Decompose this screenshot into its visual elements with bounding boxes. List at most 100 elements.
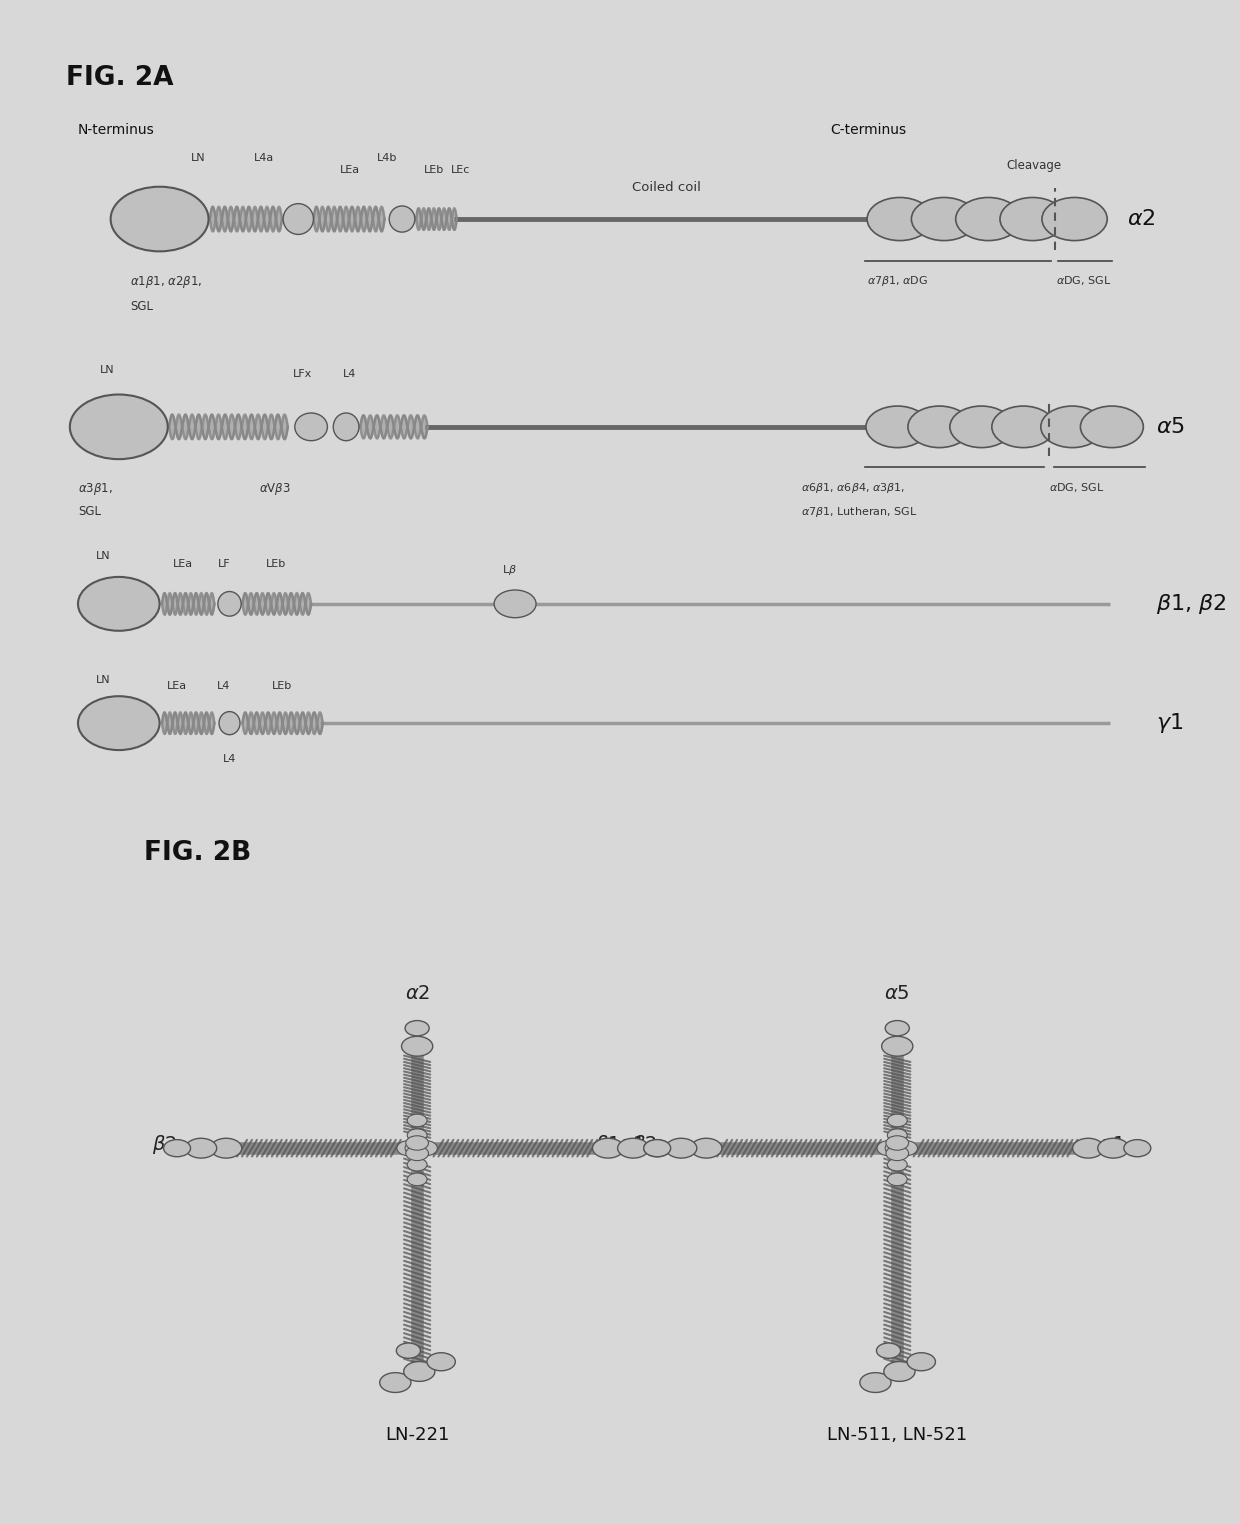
Circle shape — [859, 1373, 892, 1393]
Text: $\alpha$7$\beta$1, $\alpha$DG: $\alpha$7$\beta$1, $\alpha$DG — [867, 274, 929, 288]
Ellipse shape — [219, 712, 241, 735]
Text: $\alpha$1$\beta$1, $\alpha$2$\beta$1,: $\alpha$1$\beta$1, $\alpha$2$\beta$1, — [130, 274, 203, 291]
Text: LN: LN — [191, 154, 206, 163]
Circle shape — [379, 1373, 410, 1393]
Circle shape — [911, 198, 977, 241]
Circle shape — [666, 1138, 697, 1158]
Circle shape — [413, 1140, 438, 1155]
Circle shape — [1042, 198, 1107, 241]
Text: FIG. 2A: FIG. 2A — [67, 66, 174, 91]
Circle shape — [888, 1143, 908, 1157]
Text: L4: L4 — [223, 754, 236, 764]
Text: Cleavage: Cleavage — [1006, 158, 1061, 172]
Text: $\it{\beta}$1, $\it{\beta}$2: $\it{\beta}$1, $\it{\beta}$2 — [1156, 591, 1226, 616]
Text: C-terminus: C-terminus — [830, 123, 906, 137]
Circle shape — [956, 198, 1021, 241]
Circle shape — [405, 1135, 429, 1151]
Circle shape — [405, 1140, 429, 1155]
Circle shape — [1123, 1140, 1151, 1157]
Text: L4a: L4a — [254, 154, 274, 163]
Circle shape — [1040, 405, 1104, 448]
Text: $\it{\beta}$1, $\it{\beta}$2: $\it{\beta}$1, $\it{\beta}$2 — [595, 1134, 657, 1157]
Text: $\it{\gamma}$1: $\it{\gamma}$1 — [621, 1134, 645, 1155]
Text: LN: LN — [97, 675, 110, 686]
Circle shape — [888, 1173, 908, 1186]
Circle shape — [397, 1140, 422, 1155]
Text: $\alpha$7$\beta$1, Lutheran, SGL: $\alpha$7$\beta$1, Lutheran, SGL — [801, 506, 918, 520]
Circle shape — [888, 1158, 908, 1170]
Circle shape — [407, 1173, 427, 1186]
Text: $\alpha$6$\beta$1, $\alpha$6$\beta$4, $\alpha$3$\beta$1,: $\alpha$6$\beta$1, $\alpha$6$\beta$4, $\… — [801, 480, 905, 495]
Text: LEb: LEb — [267, 559, 286, 568]
Circle shape — [888, 1129, 908, 1141]
Circle shape — [164, 1140, 191, 1157]
Ellipse shape — [283, 204, 314, 235]
Circle shape — [866, 405, 929, 448]
Circle shape — [78, 696, 160, 750]
Text: $\it{\gamma}$1: $\it{\gamma}$1 — [1101, 1134, 1126, 1155]
Text: LN: LN — [100, 364, 114, 375]
Text: LEa: LEa — [167, 681, 187, 692]
Text: LF: LF — [217, 559, 229, 568]
Circle shape — [397, 1343, 420, 1358]
Text: $\it{\alpha}$2: $\it{\alpha}$2 — [1127, 209, 1156, 229]
Circle shape — [407, 1114, 427, 1126]
Circle shape — [427, 1353, 455, 1370]
Circle shape — [888, 1114, 908, 1126]
Text: SGL: SGL — [78, 506, 100, 518]
Circle shape — [992, 405, 1055, 448]
Ellipse shape — [389, 206, 415, 232]
Text: LN: LN — [97, 552, 110, 561]
Circle shape — [950, 405, 1013, 448]
Circle shape — [110, 187, 208, 251]
Text: LN-511, LN-521: LN-511, LN-521 — [827, 1425, 967, 1443]
Circle shape — [69, 395, 167, 459]
Circle shape — [999, 198, 1065, 241]
Circle shape — [644, 1140, 671, 1157]
Text: SGL: SGL — [130, 300, 154, 312]
Circle shape — [885, 1021, 909, 1036]
Text: LN-221: LN-221 — [384, 1425, 449, 1443]
Text: $\alpha$V$\beta$3: $\alpha$V$\beta$3 — [259, 480, 290, 497]
Circle shape — [884, 1361, 915, 1381]
Circle shape — [1080, 405, 1143, 448]
Circle shape — [211, 1138, 242, 1158]
Circle shape — [644, 1140, 671, 1157]
Circle shape — [1073, 1138, 1104, 1158]
Text: LEb: LEb — [423, 165, 444, 175]
Text: $\it{\alpha}$5: $\it{\alpha}$5 — [1156, 418, 1185, 437]
Text: L4: L4 — [343, 369, 356, 379]
Text: L$\beta$: L$\beta$ — [502, 562, 517, 578]
Text: Coiled coil: Coiled coil — [632, 181, 701, 195]
Circle shape — [186, 1138, 217, 1158]
Text: LEb: LEb — [272, 681, 293, 692]
Circle shape — [404, 1361, 435, 1381]
Circle shape — [885, 1140, 909, 1155]
Circle shape — [407, 1143, 427, 1157]
Text: $\it{\beta}$2: $\it{\beta}$2 — [153, 1134, 177, 1157]
Circle shape — [78, 578, 160, 631]
Text: LEa: LEa — [340, 165, 360, 175]
Ellipse shape — [218, 591, 241, 616]
Circle shape — [405, 1146, 429, 1161]
Text: $\alpha$DG, SGL: $\alpha$DG, SGL — [1056, 274, 1111, 288]
Circle shape — [908, 405, 971, 448]
Circle shape — [893, 1140, 918, 1155]
Text: N-terminus: N-terminus — [78, 123, 155, 137]
Circle shape — [402, 1036, 433, 1056]
Circle shape — [407, 1158, 427, 1170]
Circle shape — [882, 1036, 913, 1056]
Text: $\it{\alpha}$5: $\it{\alpha}$5 — [884, 983, 910, 1003]
Circle shape — [877, 1343, 900, 1358]
Ellipse shape — [334, 413, 358, 440]
Text: LEc: LEc — [450, 165, 470, 175]
Circle shape — [494, 590, 536, 617]
Text: $\it{\gamma}$1: $\it{\gamma}$1 — [1156, 712, 1183, 735]
Text: L4: L4 — [217, 681, 231, 692]
Circle shape — [593, 1138, 624, 1158]
Ellipse shape — [295, 413, 327, 440]
Circle shape — [885, 1146, 909, 1161]
Text: $\alpha$DG, SGL: $\alpha$DG, SGL — [1049, 480, 1105, 494]
Circle shape — [1097, 1138, 1128, 1158]
Text: LEa: LEa — [172, 559, 193, 568]
